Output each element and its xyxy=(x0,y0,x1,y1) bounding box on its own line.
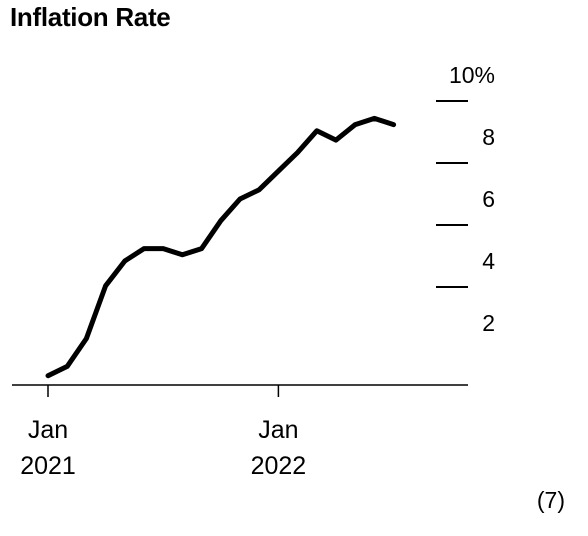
chart-title: Inflation Rate xyxy=(10,2,171,32)
y-tick-label: 2 xyxy=(482,310,495,336)
y-axis: 10% 8 6 4 2 xyxy=(436,62,495,336)
x-axis: Jan 2021 Jan 2022 xyxy=(12,384,468,480)
footnote: (7) xyxy=(536,487,565,513)
y-tick-label: 10% xyxy=(449,62,495,88)
inflation-series-line xyxy=(45,115,397,379)
y-tick-label: 6 xyxy=(482,186,495,212)
y-tick-label: 4 xyxy=(482,248,495,274)
series-group xyxy=(45,115,397,379)
x-tick-label-month: Jan xyxy=(28,416,68,444)
x-tick-label-year: 2021 xyxy=(20,452,76,480)
x-tick-label-year: 2022 xyxy=(251,452,307,480)
x-tick-label-month: Jan xyxy=(258,416,298,444)
y-tick-label: 8 xyxy=(482,124,495,150)
